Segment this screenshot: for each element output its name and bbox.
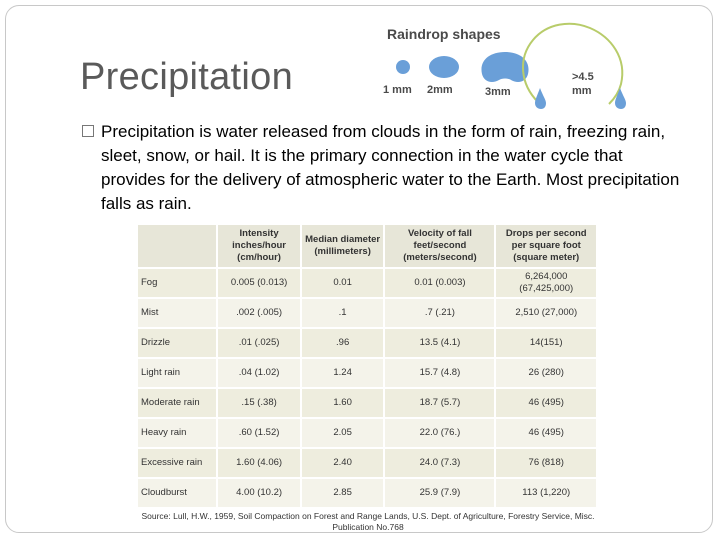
table-cell: 15.7 (4.8) xyxy=(384,358,497,389)
label-1mm: 1 mm xyxy=(383,84,412,96)
table-row: Drizzle .01 (.025) .96 13.5 (4.1) 14(151… xyxy=(138,328,598,359)
table-row: Light rain .04 (1.02) 1.24 15.7 (4.8) 26… xyxy=(138,358,598,389)
table-row: Moderate rain .15 (.38) 1.60 18.7 (5.7) … xyxy=(138,388,598,419)
drop-split-left xyxy=(535,88,546,109)
table-row: Heavy rain .60 (1.52) 2.05 22.0 (76.) 46… xyxy=(138,418,598,449)
precipitation-table-figure: Intensity inches/hour (cm/hour) Median d… xyxy=(138,225,598,533)
table-cell: 6,264,000 (67,425,000) xyxy=(495,268,598,299)
table-row: Excessive rain 1.60 (4.06) 2.40 24.0 (7.… xyxy=(138,448,598,479)
drop-split-right xyxy=(615,88,626,109)
row-label: Excessive rain xyxy=(138,448,219,479)
drop-1mm xyxy=(396,60,410,74)
drop-2mm xyxy=(429,56,459,78)
row-label: Moderate rain xyxy=(138,388,219,419)
header-cell: Velocity of fall feet/second (meters/sec… xyxy=(384,225,497,269)
raindrop-shapes-graphic xyxy=(396,22,626,109)
table-cell: 113 (1,220) xyxy=(495,478,598,509)
table-cell: 18.7 (5.7) xyxy=(384,388,497,419)
table-row: Mist .002 (.005) .1 .7 (.21) 2,510 (27,0… xyxy=(138,298,598,329)
table-cell: .60 (1.52) xyxy=(217,418,302,449)
slide-title: Precipitation xyxy=(80,56,294,98)
table-cell: 4.00 (10.2) xyxy=(217,478,302,509)
label-2mm: 2mm xyxy=(427,84,453,96)
table-cell: 0.01 xyxy=(300,268,386,299)
row-label: Fog xyxy=(138,268,219,299)
table-cell: 22.0 (76.) xyxy=(384,418,497,449)
row-label: Light rain xyxy=(138,358,219,389)
table-cell: 46 (495) xyxy=(495,388,598,419)
table-cell: 14(151) xyxy=(495,328,598,359)
table-cell: 0.005 (0.013) xyxy=(217,268,302,299)
header-cell: Median diameter (millimeters) xyxy=(300,225,386,269)
table-cell: .15 (.38) xyxy=(217,388,302,419)
table-cell: 76 (818) xyxy=(495,448,598,479)
row-label: Drizzle xyxy=(138,328,219,359)
drop-3mm xyxy=(481,52,529,82)
row-label: Mist xyxy=(138,298,219,329)
table-source-note: Source: Lull, H.W., 1959, Soil Compactio… xyxy=(141,511,595,532)
table-cell: 2,510 (27,000) xyxy=(495,298,598,329)
table-cell: 1.60 (4.06) xyxy=(217,448,302,479)
table-cell: .96 xyxy=(300,328,386,359)
row-label: Heavy rain xyxy=(138,418,219,449)
table-cell: 26 (280) xyxy=(495,358,598,389)
header-cell: Intensity inches/hour (cm/hour) xyxy=(217,225,302,269)
label-large-unit: mm xyxy=(572,85,592,97)
raindrop-diagram: Raindrop shapes 1 mm 2mm 3mm >4.5 mm xyxy=(375,14,635,114)
table-cell: 1.24 xyxy=(300,358,386,389)
table-cell: 24.0 (7.3) xyxy=(384,448,497,479)
table-cell: 46 (495) xyxy=(495,418,598,449)
label-large: >4.5 xyxy=(572,71,594,83)
row-label: Cloudburst xyxy=(138,478,219,509)
table-cell: .01 (.025) xyxy=(217,328,302,359)
label-3mm: 3mm xyxy=(485,86,511,98)
table-cell: 13.5 (4.1) xyxy=(384,328,497,359)
table-row: Cloudburst 4.00 (10.2) 2.85 25.9 (7.9) 1… xyxy=(138,478,598,509)
table-cell: .002 (.005) xyxy=(217,298,302,329)
raindrop-title: Raindrop shapes xyxy=(387,26,501,42)
table-cell: .1 xyxy=(300,298,386,329)
bullet-text: Precipitation is water released from clo… xyxy=(101,122,680,213)
drop-large-outline xyxy=(521,22,624,105)
bullet-square-icon xyxy=(82,125,94,137)
table-row: Fog 0.005 (0.013) 0.01 0.01 (0.003) 6,26… xyxy=(138,268,598,299)
table-cell: 1.60 xyxy=(300,388,386,419)
table-cell: .7 (.21) xyxy=(384,298,497,329)
table-cell: 2.40 xyxy=(300,448,386,479)
header-cell: Drops per second per square foot (square… xyxy=(495,225,598,269)
table-cell: .04 (1.02) xyxy=(217,358,302,389)
table-cell: 25.9 (7.9) xyxy=(384,478,497,509)
table-cell: 2.85 xyxy=(300,478,386,509)
bullet-item: Precipitation is water released from clo… xyxy=(82,120,682,216)
table-cell: 0.01 (0.003) xyxy=(384,268,497,299)
precipitation-table: Intensity inches/hour (cm/hour) Median d… xyxy=(138,225,598,509)
header-cell xyxy=(138,225,219,269)
table-header-row: Intensity inches/hour (cm/hour) Median d… xyxy=(138,225,598,269)
table-cell: 2.05 xyxy=(300,418,386,449)
